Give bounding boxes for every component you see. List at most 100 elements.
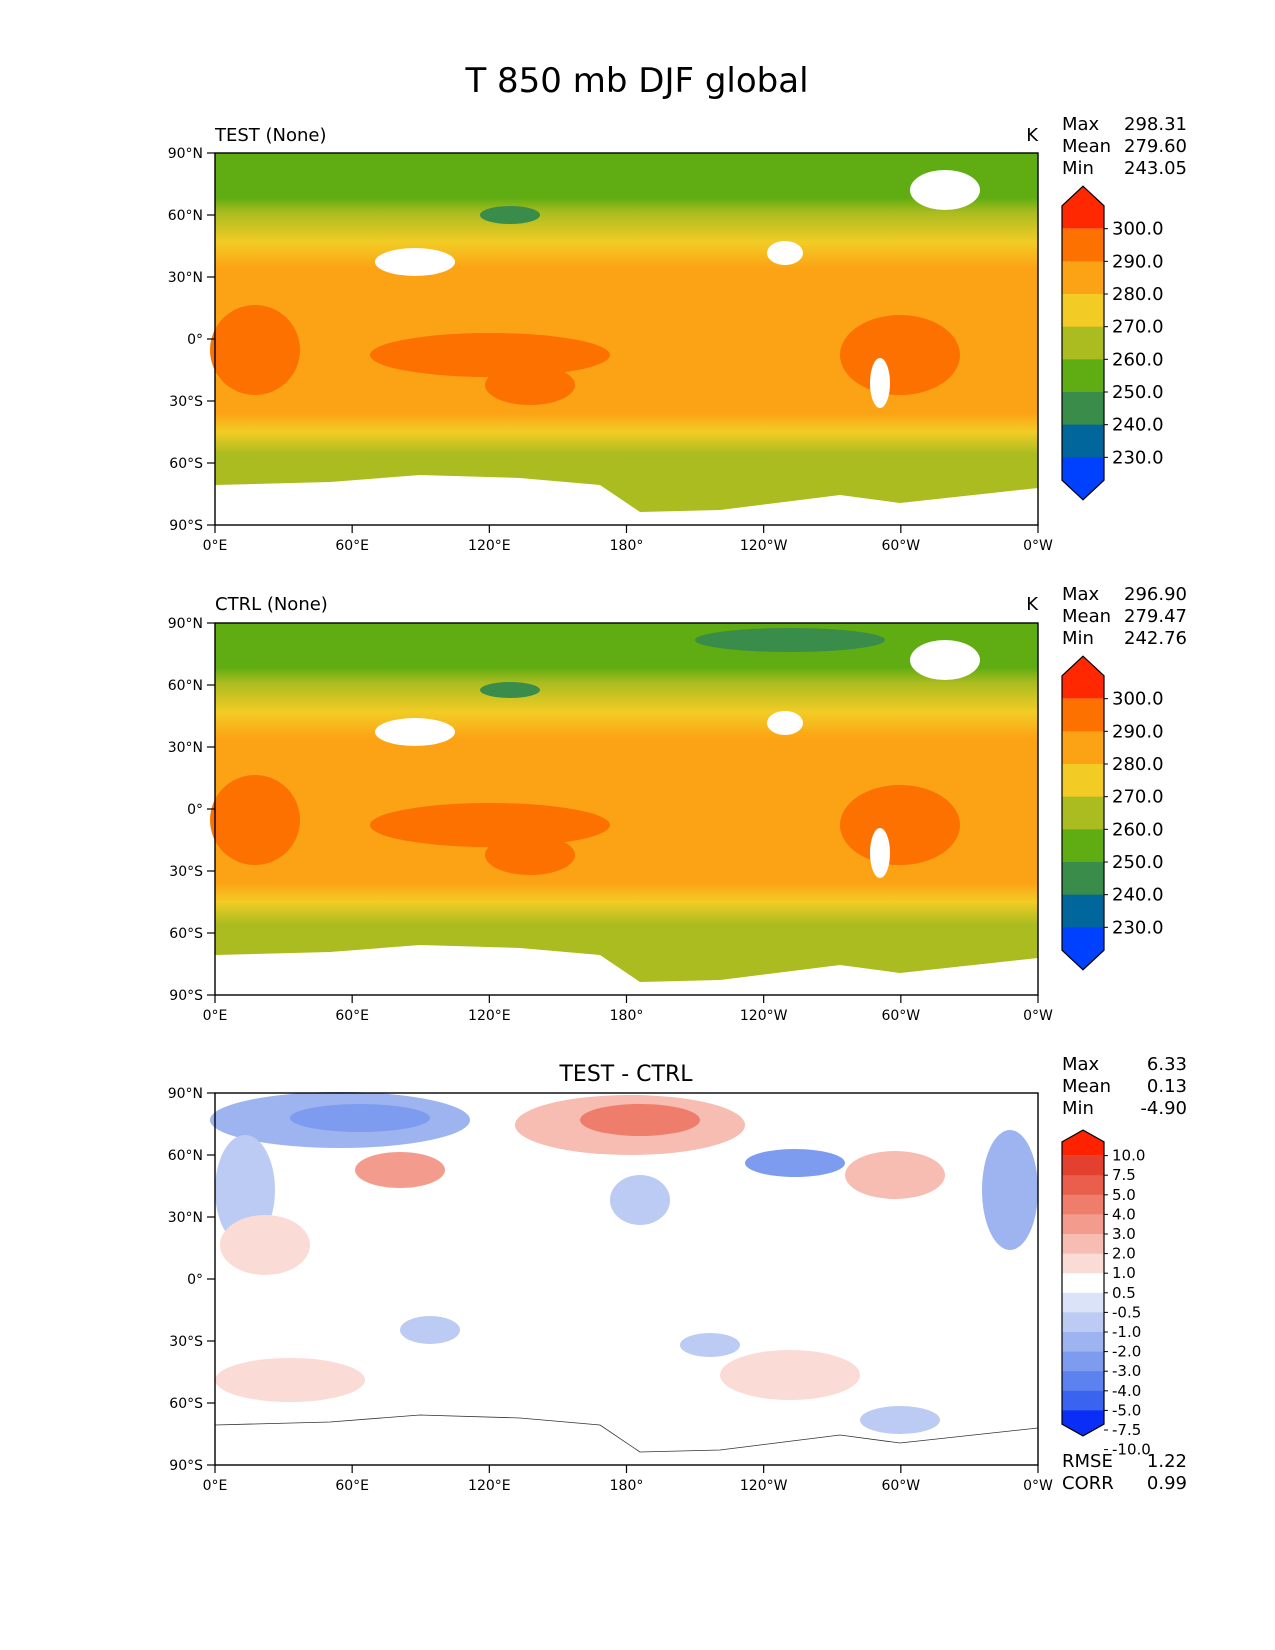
colorbar-segment — [1062, 228, 1104, 262]
x-axis: 0°E 60°E 120°E 180° 120°W 60°W 0°W — [203, 995, 1053, 1024]
colorbar-tick-label: -5.0 — [1112, 1401, 1141, 1419]
antarctica — [215, 945, 1038, 995]
x-tick-label: 0°E — [203, 538, 228, 554]
stat-value: 243.05 — [1124, 158, 1187, 179]
colorbar-tick-label: 300.0 — [1112, 689, 1164, 710]
colorbar-tick-label: 10.0 — [1112, 1147, 1145, 1165]
colorbar-extend-min — [1062, 1410, 1104, 1436]
warm-anomaly — [355, 1152, 445, 1188]
map-test — [210, 152, 1039, 526]
cold-anomaly — [610, 1175, 670, 1225]
colorbar-segment — [1062, 294, 1104, 328]
stat-label: Max — [1062, 114, 1100, 135]
y-axis: 90°N 60°N 30°N 0° 30°S 60°S 90°S — [168, 1086, 215, 1474]
x-tick-label: 180° — [610, 1008, 644, 1024]
x-tick-label: 120°W — [740, 538, 788, 554]
colorbar-tick-label: 4.0 — [1112, 1205, 1136, 1223]
rockies — [767, 711, 803, 735]
colorbar-segment — [1062, 1292, 1104, 1313]
stat-value: 298.31 — [1124, 114, 1187, 135]
tropical-warm-region — [210, 305, 300, 395]
colorbar-extend-max — [1062, 1130, 1104, 1156]
colorbar: 300.0 290.0 280.0 270.0 260.0 250.0 240.0 230.0 — [1061, 185, 1164, 501]
colorbar-tick-label: 230.0 — [1112, 917, 1164, 938]
x-axis: 0°E 60°E 120°E 180° 120°W 60°W 0°W — [203, 525, 1053, 554]
stat-value: 0.13 — [1147, 1076, 1187, 1097]
colorbar-segment — [1062, 862, 1104, 896]
x-tick-label: 0°W — [1023, 538, 1053, 554]
warm-anomaly — [215, 1358, 365, 1402]
colorbar-tick-label: 300.0 — [1112, 219, 1164, 240]
colorbar-outline — [1061, 185, 1105, 501]
cold-anomaly — [290, 1104, 430, 1132]
colorbar-extend-min — [1062, 927, 1104, 970]
y-tick-label: 90°S — [169, 1458, 203, 1474]
colorbar-extend-max — [1062, 656, 1104, 699]
colorbar-segment — [1062, 1253, 1104, 1274]
stat-label: Mean — [1062, 1076, 1111, 1097]
colorbar-tick-label: 250.0 — [1112, 852, 1164, 873]
tropical-warm-region — [485, 835, 575, 875]
colorbar-segment — [1062, 1214, 1104, 1235]
colorbar-segment — [1062, 1234, 1104, 1255]
y-tick-label: 60°N — [168, 678, 203, 694]
colorbar-segment — [1062, 1175, 1104, 1196]
colorbar-segment — [1062, 1332, 1104, 1353]
colorbar-tick-label: 290.0 — [1112, 251, 1164, 272]
colorbar-segment — [1062, 392, 1104, 426]
x-tick-label: 60°E — [335, 1008, 369, 1024]
y-axis: 90°N 60°N 30°N 0° 30°S 60°S 90°S — [168, 616, 215, 1004]
x-tick-label: 180° — [610, 538, 644, 554]
y-tick-label: 90°N — [168, 1086, 203, 1102]
colorbar-tick-label: -7.5 — [1112, 1421, 1141, 1439]
colorbar-segment — [1062, 764, 1104, 798]
colorbar-tick-label: 240.0 — [1112, 415, 1164, 436]
y-tick-label: 90°S — [169, 988, 203, 1004]
cold-anomaly — [680, 1333, 740, 1357]
colorbar-outline — [1061, 655, 1105, 971]
panel-test: TEST (None) K 90°N 60°N 30°N 0° 30°S 60°S 90°S… — [168, 114, 1187, 554]
colorbar-tick-label: 1.0 — [1112, 1264, 1136, 1282]
x-axis: 0°E 60°E 120°E 180° 120°W 60°W 0°W — [203, 1465, 1053, 1494]
colorbar-tick-label: 240.0 — [1112, 885, 1164, 906]
y-axis: 90°N 60°N 30°N 0° 30°S 60°S 90°S — [168, 146, 215, 534]
stat-label: Min — [1062, 1098, 1094, 1119]
footer-stat-value: 0.99 — [1147, 1473, 1187, 1494]
colorbar-extend-max — [1062, 186, 1104, 229]
antarctica — [215, 475, 1038, 525]
y-tick-label: 0° — [187, 802, 203, 818]
colorbar-tick-label: -4.0 — [1112, 1382, 1141, 1400]
colorbar-segment — [1062, 326, 1104, 360]
tropical-warm-region — [210, 775, 300, 865]
x-tick-label: 120°E — [468, 1478, 511, 1494]
colorbar: 10.07.5 5.04.0 3.0 2.01.0 0.5-0.5 -1.0 -2.0-3.… — [1061, 1129, 1151, 1459]
cold-anomaly — [745, 1149, 845, 1177]
y-tick-label: 60°S — [169, 926, 203, 942]
cold-anomaly — [400, 1316, 460, 1344]
colorbar: 300.0 290.0 280.0 270.0 260.0 250.0 240.0 230.0 — [1061, 655, 1164, 971]
y-tick-label: 30°S — [169, 1334, 203, 1350]
colorbar-segment — [1062, 731, 1104, 765]
colorbar-tick-label: 0.5 — [1112, 1284, 1136, 1302]
x-tick-label: 60°E — [335, 538, 369, 554]
y-tick-label: 30°N — [168, 740, 203, 756]
y-tick-label: 60°S — [169, 456, 203, 472]
panel-left-title: CTRL (None) — [215, 594, 328, 615]
colorbar-extend-min — [1062, 457, 1104, 500]
warm-anomaly — [220, 1215, 310, 1275]
colorbar-tick-label: -1.0 — [1112, 1323, 1141, 1341]
footer-stats: RMSE 1.22 CORR 0.99 — [1062, 1451, 1187, 1494]
panel-units: K — [1026, 125, 1039, 146]
andes — [870, 358, 890, 408]
y-tick-label: 60°N — [168, 1148, 203, 1164]
map-diff — [210, 1092, 1039, 1466]
y-tick-label: 0° — [187, 332, 203, 348]
x-tick-label: 120°W — [740, 1008, 788, 1024]
colorbar-tick-label: 270.0 — [1112, 787, 1164, 808]
stat-value: -4.90 — [1140, 1098, 1187, 1119]
x-tick-label: 120°E — [468, 1008, 511, 1024]
colorbar-outline — [1061, 1129, 1105, 1437]
greenland — [910, 170, 980, 210]
stat-label: Min — [1062, 158, 1094, 179]
